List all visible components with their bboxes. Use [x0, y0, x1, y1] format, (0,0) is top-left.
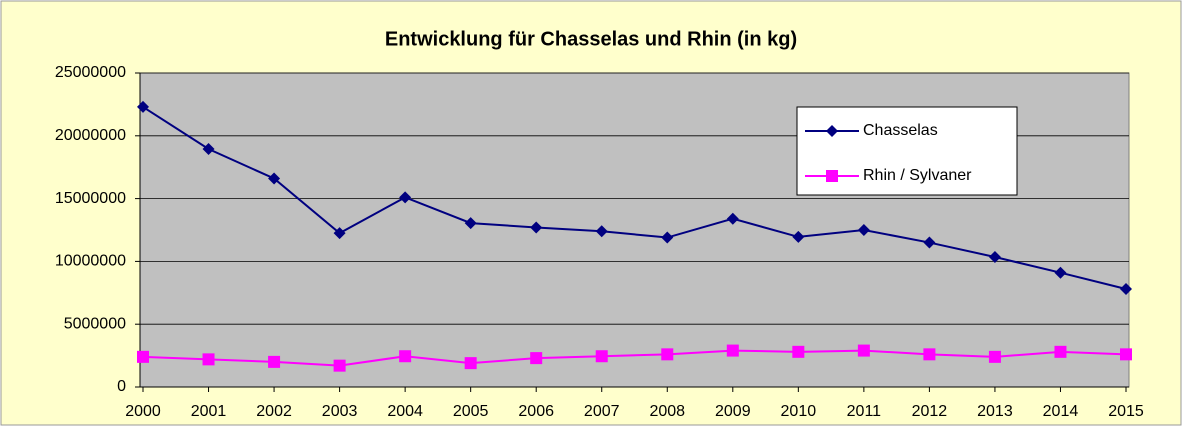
x-tick-label: 2002 — [256, 403, 292, 420]
marker — [726, 344, 739, 357]
x-tick-label: 2005 — [453, 403, 489, 420]
marker — [923, 348, 936, 361]
x-tick-label: 2004 — [387, 403, 423, 420]
x-tick-label: 2006 — [518, 403, 554, 420]
marker — [988, 251, 1001, 264]
marker — [923, 236, 936, 249]
marker — [268, 355, 281, 368]
marker — [1120, 348, 1132, 361]
x-tick-label: 2014 — [1043, 403, 1079, 420]
y-tick-label: 5000000 — [64, 315, 126, 332]
x-tick-label: 2011 — [847, 403, 882, 420]
marker — [268, 172, 281, 185]
marker — [857, 224, 870, 236]
y-tick-label: 15000000 — [55, 190, 126, 207]
marker — [137, 350, 149, 363]
marker — [333, 359, 346, 372]
marker — [988, 350, 1001, 363]
x-tick-label: 2009 — [715, 403, 751, 420]
y-tick-label: 0 — [117, 378, 126, 395]
marker — [1120, 283, 1132, 296]
chart-title: Entwicklung für Chasselas und Rhin (in k… — [385, 28, 797, 50]
y-tick-label: 10000000 — [55, 253, 126, 270]
marker — [595, 350, 608, 363]
marker — [726, 212, 739, 225]
marker — [857, 344, 870, 357]
marker — [202, 142, 215, 155]
x-tick-label: 2007 — [584, 403, 620, 420]
legend-label: Chasselas — [863, 122, 938, 139]
series-line — [142, 106, 1127, 291]
y-tick-label: 25000000 — [55, 64, 126, 81]
marker — [661, 231, 674, 244]
marker — [530, 352, 543, 365]
marker — [661, 348, 674, 361]
marker — [202, 353, 215, 366]
marker — [530, 221, 543, 234]
marker — [333, 227, 346, 240]
x-tick-label: 2013 — [977, 403, 1013, 420]
marker — [595, 225, 608, 238]
x-tick-label: 2000 — [125, 403, 161, 420]
y-tick-label: 20000000 — [55, 127, 126, 144]
marker — [792, 345, 805, 358]
x-tick-label: 2015 — [1108, 403, 1144, 420]
x-tick-label: 2003 — [322, 403, 358, 420]
legend-marker — [826, 125, 838, 137]
marker — [399, 191, 412, 204]
x-tick-label: 2010 — [781, 403, 817, 420]
marker — [399, 350, 412, 363]
marker — [137, 100, 149, 113]
marker — [1054, 266, 1067, 279]
series-line — [142, 349, 1127, 367]
x-tick-label: 2008 — [649, 403, 685, 420]
marker — [1054, 345, 1067, 358]
marker — [464, 357, 477, 370]
x-tick-label: 2001 — [191, 403, 227, 420]
marker — [464, 217, 477, 230]
legend-label: Rhin / Sylvaner — [863, 167, 972, 184]
marker — [792, 230, 805, 243]
legend-marker — [826, 170, 838, 182]
x-tick-label: 2012 — [912, 403, 948, 420]
